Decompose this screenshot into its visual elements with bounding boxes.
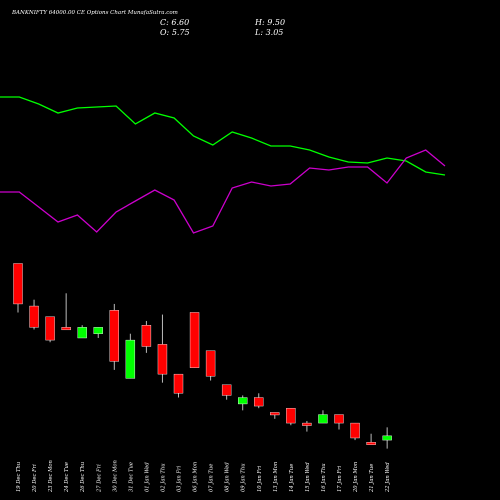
x-tick-label: 27 Dec Fri: [96, 464, 102, 493]
candle-body: [334, 414, 344, 424]
candle-body: [221, 384, 232, 396]
candle-body: [237, 397, 248, 405]
x-tick-label: 17 Jan Fri: [337, 466, 343, 492]
close-readout: C: 6.60: [160, 18, 189, 27]
low-value: 3.05: [265, 28, 284, 37]
x-tick-label: 16 Jan Thu: [321, 463, 327, 492]
open-value: 5.75: [171, 28, 190, 37]
candle-body: [141, 325, 152, 347]
x-tick-label: 26 Dec Thu: [80, 462, 86, 493]
indicator-line-purple: [0, 149, 446, 234]
x-tick-label: 21 Jan Tue: [369, 464, 375, 493]
x-tick-label: 30 Dec Mon: [112, 460, 118, 492]
x-tick-label: 14 Jan Tue: [289, 464, 295, 492]
high-label: H:: [255, 18, 265, 27]
candle-body: [109, 310, 120, 362]
candle-body: [366, 442, 376, 445]
x-tick-label: 15 Jan Wed: [305, 462, 311, 492]
x-tick-label: 13 Jan Mon: [273, 462, 279, 492]
candle-body: [189, 312, 200, 368]
candle-body: [45, 316, 55, 341]
x-tick-label: 01 Jan Wed: [144, 462, 150, 492]
x-tick-label: 19 Dec Thu: [16, 462, 22, 492]
candle-body: [254, 397, 264, 407]
low-label: L:: [255, 28, 264, 37]
candle-body: [93, 327, 103, 334]
x-tick-label: 09 Jan Thu: [241, 463, 247, 492]
x-tick-label: 20 Jan Mon: [353, 462, 359, 493]
candle-body: [157, 344, 168, 375]
high-readout: H: 9.50: [255, 18, 285, 27]
x-tick-label: 08 Jan Wed: [225, 462, 231, 492]
x-tick-label: 02 Jan Thu: [160, 463, 166, 492]
candle-body: [13, 263, 23, 305]
close-value: 6.60: [171, 18, 190, 27]
candle-body: [270, 412, 280, 416]
x-tick-label: 23 Dec Mon: [48, 460, 54, 493]
candle-body: [29, 305, 39, 328]
candle-body: [302, 422, 312, 426]
candle-body: [61, 327, 71, 331]
x-tick-label: 03 Jan Fri: [177, 466, 183, 492]
indicator-line-green: [0, 96, 446, 176]
close-label: C:: [160, 18, 169, 27]
candle-body: [382, 435, 392, 441]
x-tick-label: 10 Jan Fri: [257, 466, 263, 492]
high-value: 9.50: [267, 18, 286, 27]
open-readout: O: 5.75: [160, 28, 190, 37]
candle-body: [173, 373, 184, 394]
x-tick-label: 31 Dec Tue: [128, 462, 134, 492]
candle-body: [286, 407, 296, 424]
candle-body: [205, 350, 216, 377]
chart-title: BANKNIFTY 64000.00 CE Options Chart Muna…: [12, 10, 178, 16]
open-label: O:: [160, 28, 170, 37]
candle-body: [350, 422, 360, 439]
low-readout: L: 3.05: [255, 28, 283, 37]
x-tick-label: 24 Dec Tue: [64, 462, 70, 493]
candle-body: [125, 339, 136, 379]
x-tick-label: 20 Dec Fri: [32, 464, 38, 493]
candle-body: [77, 327, 87, 339]
candle-body: [318, 414, 328, 424]
x-tick-label: 22 Jan Wed: [385, 462, 391, 493]
x-tick-label: 07 Jan Tue: [209, 464, 215, 492]
x-tick-label: 06 Jan Mon: [193, 462, 199, 492]
